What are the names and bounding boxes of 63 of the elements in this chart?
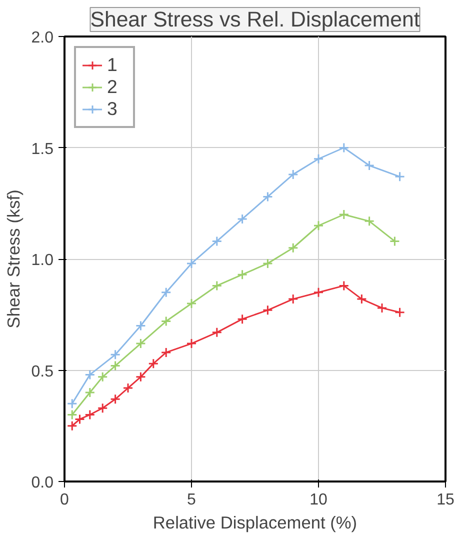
point [84,410,96,420]
point [394,171,406,182]
point [148,358,159,369]
point [135,320,146,331]
point [376,302,388,314]
point [262,258,273,269]
point [122,382,134,394]
chart-title: Shear Stress vs Rel. Displacement [90,8,420,32]
point [110,360,121,372]
y-tick-label: 0.0 [31,474,54,492]
point [74,414,85,424]
point [288,242,298,254]
point [66,410,78,420]
point [237,269,248,280]
point [110,349,121,360]
point [84,387,96,398]
point [262,191,273,202]
point [97,402,108,414]
point [66,420,78,432]
point [160,347,172,358]
point [160,287,172,298]
x-tick-label: 5 [187,492,196,508]
point [135,338,146,349]
point [394,307,406,318]
x-tick-label: 10 [310,492,328,508]
point [364,216,375,226]
point [212,327,222,338]
y-tick-label: 2.0 [31,30,54,46]
legend-label: 2 [107,76,118,98]
point [97,372,108,382]
point [338,209,350,220]
point [313,154,324,164]
point [84,369,96,380]
point [237,214,248,224]
point [262,304,273,316]
y-tick-label: 1.5 [31,140,54,158]
point [110,394,121,404]
point [313,220,324,231]
point [389,236,400,246]
y-tick-label: 1.0 [31,252,54,269]
legend-label: 3 [107,98,118,120]
x-tick-label: 15 [436,492,454,508]
point [364,160,375,171]
legend-label: 1 [107,54,118,76]
point [338,280,350,291]
y-axis-title: Shear Stress (ksf) [3,190,24,328]
point [356,294,367,304]
point [338,142,350,153]
point [135,372,146,382]
point [186,298,197,309]
point [288,294,298,304]
point [212,236,222,246]
x-tick-label: 0 [60,492,70,508]
x-axis-title: Relative Displacement (%) [152,512,358,532]
point [66,398,78,409]
point [237,314,248,324]
point [186,258,197,269]
point [160,316,172,327]
point [212,280,222,291]
y-tick-label: 0.5 [31,363,54,380]
point [186,338,197,349]
point [288,169,298,180]
point [313,287,324,298]
